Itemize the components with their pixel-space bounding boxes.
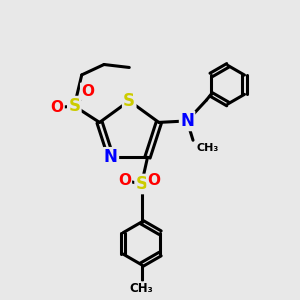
Text: O: O <box>51 100 64 115</box>
Text: O: O <box>81 84 94 99</box>
Text: CH₃: CH₃ <box>130 282 154 295</box>
Text: S: S <box>136 175 148 193</box>
Text: S: S <box>123 92 135 110</box>
Text: N: N <box>180 112 194 130</box>
Text: CH₃: CH₃ <box>196 143 219 153</box>
Text: O: O <box>148 173 160 188</box>
Text: O: O <box>118 173 131 188</box>
Text: S: S <box>68 97 80 115</box>
Text: N: N <box>104 148 118 166</box>
